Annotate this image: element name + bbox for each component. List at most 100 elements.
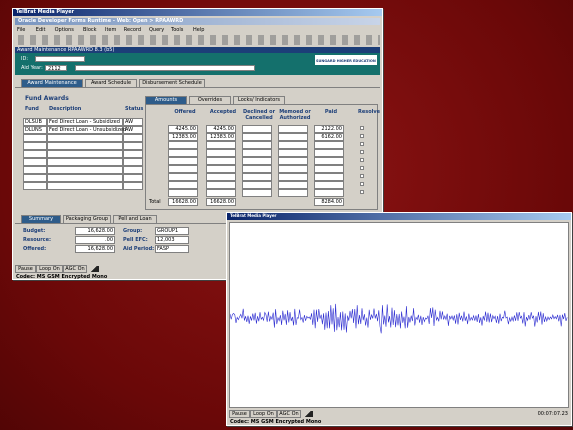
fund-cell [23,182,47,190]
amount-header: Memoed or Authorized [278,109,312,121]
fund-text: AW [125,127,133,133]
fund-cell [123,134,143,142]
amount-text: 2122.00 [316,126,342,132]
amount-header: Paid [314,109,348,115]
resolve-box[interactable] [360,174,364,178]
menu-item[interactable]: Tools [171,27,183,33]
amount-cell [314,173,344,181]
tab[interactable]: Disbursement Schedule [139,79,205,87]
amount-cell [206,141,236,149]
amount-text: 4245.00 [170,126,196,132]
status-button[interactable]: Loop On [250,410,277,418]
fund-cell [123,166,143,174]
time: 00:07:07.23 [538,411,568,417]
tab[interactable]: Locks/ Indicators [233,96,285,104]
menu-item[interactable]: Block [83,27,97,33]
resolve-box[interactable] [360,158,364,162]
fund-cell [23,166,47,174]
amount-cell [206,157,236,165]
waveform-area [229,222,569,408]
menu-item[interactable]: Item [105,27,116,33]
total-text: 16628.00 [170,199,196,205]
tab[interactable]: Overrides [189,96,231,104]
resolve-box[interactable] [360,182,364,186]
menu-item[interactable]: Query [149,27,164,33]
volume[interactable] [303,411,313,417]
menu-item[interactable]: Edit [36,27,46,33]
status-button[interactable]: AGC On [277,410,301,418]
amount-header: Resolve [352,109,386,115]
amount-cell [168,149,198,157]
status-button[interactable]: Pause [15,265,36,273]
amount-cell [278,173,308,181]
form-title: Award Maintenance RPAAWRD 8.3 (b5) [17,47,114,53]
amount-text: 6162.00 [316,134,342,140]
fund-cell [47,174,123,182]
amount-cell [278,165,308,173]
key-block: Award Maintenance RPAAWRD 8.3 (b5) ID: A… [15,47,380,75]
tab[interactable]: Summary [21,215,61,223]
amount-cell [242,133,272,141]
amount-header: Declined or Cancelled [242,109,276,121]
status-button[interactable]: Loop On [36,265,63,273]
amount-cell [206,149,236,157]
amount-cell [242,173,272,181]
amount-header: Offered [168,109,202,115]
amount-cell [242,165,272,173]
codec: Codec: MS GSM Encrypted Mono [230,419,321,425]
summary-value: 16,628.00 [77,246,113,252]
brand: SUNGARD HIGHER EDUCATION [316,58,376,64]
summary-label: Resource: [23,237,51,243]
fund-text: DLUNS [25,127,42,133]
menu-item[interactable]: File [17,27,25,33]
amount-cell [206,173,236,181]
volume[interactable] [89,266,99,272]
tab[interactable]: Packaging Group [63,215,111,223]
forms-title: Oracle Developer Forms Runtime - Web: Op… [18,18,183,24]
menu-item[interactable]: Options [55,27,74,33]
amount-cell [168,189,198,197]
fund-cell [123,142,143,150]
codec: Codec: MS GSM Encrypted Mono [16,274,107,280]
fund-cell [47,182,123,190]
summary-value: FASP [157,246,169,252]
amount-cell [314,149,344,157]
amount-panel: AmountsOverridesLocks/ Indicators Offered… [145,96,378,211]
fund-cell [123,150,143,158]
tab[interactable]: Amounts [145,96,187,104]
fund-cell [47,158,123,166]
tab[interactable]: Pell and Loan [113,215,157,223]
summary-value: .00 [77,237,113,243]
amount-cell [206,189,236,197]
amount-text: 4245.00 [208,126,234,132]
resolve-box[interactable] [360,166,364,170]
amount-cell [168,181,198,189]
summary-label: Aid Period: [123,246,154,252]
menu-item[interactable]: Record [124,27,141,33]
status-button[interactable]: Pause [229,410,250,418]
forms-title-bar: Oracle Developer Forms Runtime - Web: Op… [15,18,380,25]
resolve-box[interactable] [360,190,364,194]
amount-cell [278,141,308,149]
section-title: Fund Awards [25,96,69,102]
tab[interactable]: Award Schedule [85,79,137,87]
amount-cell [206,181,236,189]
fund-cell [23,158,47,166]
resolve-box[interactable] [360,126,364,130]
tab[interactable]: Award Maintenance [21,79,83,87]
resolve-box[interactable] [360,150,364,154]
resolve-box[interactable] [360,134,364,138]
resolve-box[interactable] [360,142,364,146]
amount-cell [168,157,198,165]
toolbar [15,35,380,45]
amount-cell [278,157,308,165]
fund-text: DLSUB [25,119,42,125]
menu-item[interactable]: Help [193,27,204,33]
fund-cell [123,182,143,190]
menu-bar: File Edit Options Block Item Record Query Tools… [15,26,380,34]
fund-text: Fed Direct Loan - Unsubsidized [49,127,126,133]
status-button[interactable]: AGC On [63,265,87,273]
